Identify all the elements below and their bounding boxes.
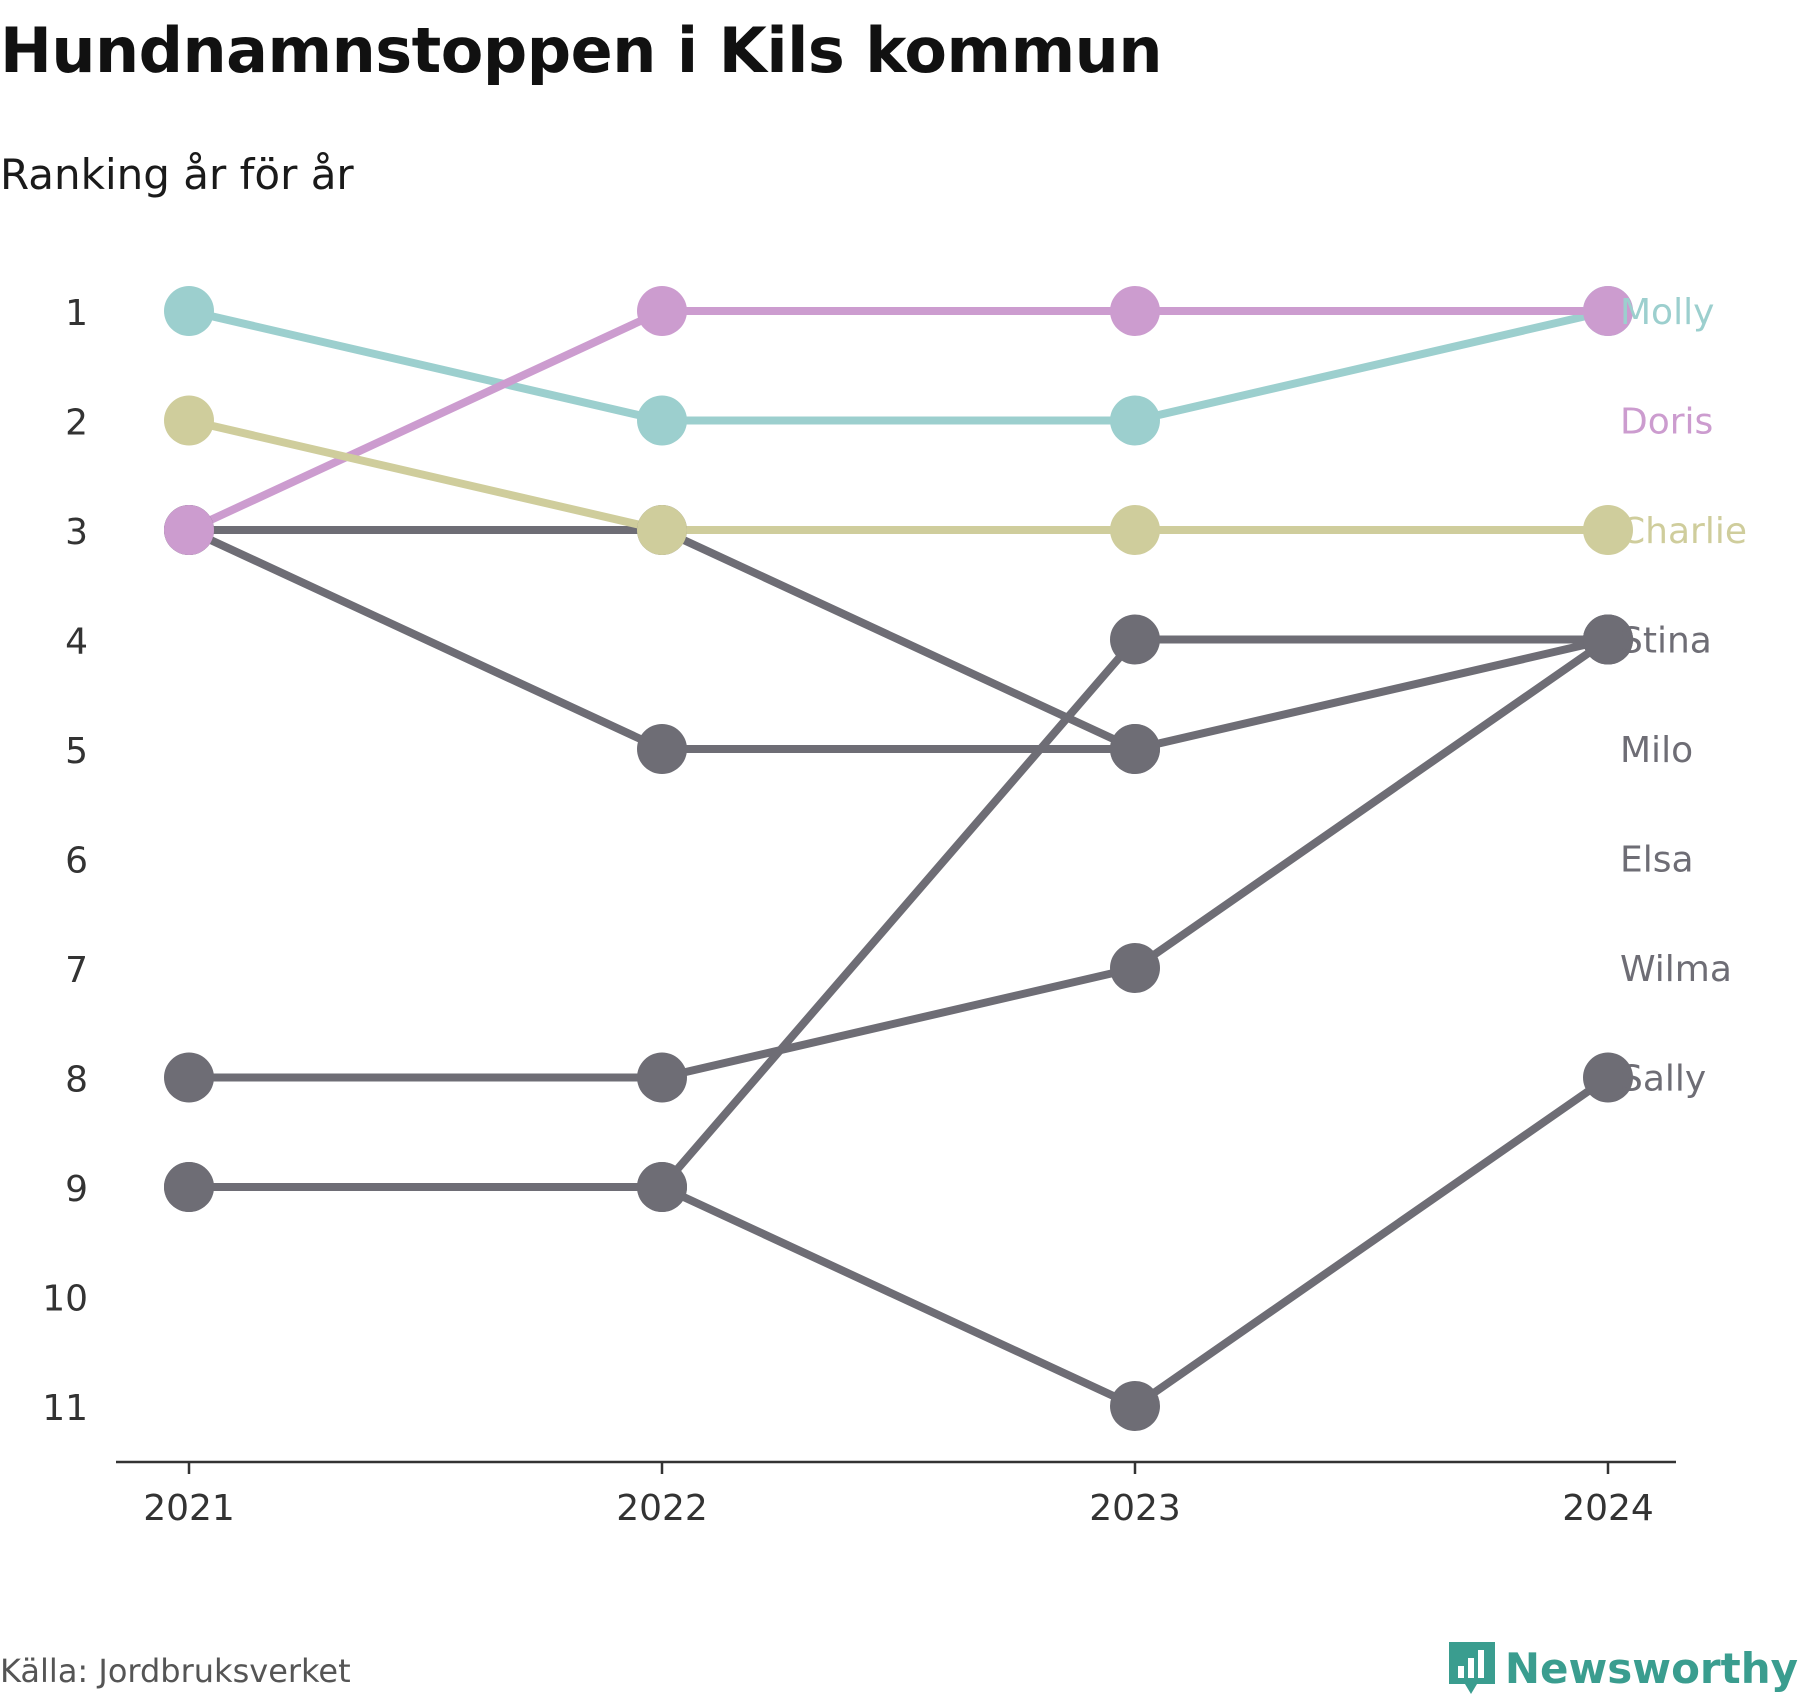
bar-chart-speech-icon bbox=[1448, 1642, 1495, 1694]
y-tick-label: 11 bbox=[42, 1388, 88, 1429]
x-tick-label: 2024 bbox=[1562, 1488, 1654, 1529]
y-tick-label: 5 bbox=[65, 731, 88, 772]
data-point-stina bbox=[1110, 614, 1160, 665]
series-line-sally bbox=[185, 1073, 1612, 1410]
data-point-doris bbox=[164, 505, 214, 555]
series-label-wilma: Wilma bbox=[1620, 949, 1732, 990]
series-label-stina: Stina bbox=[1620, 621, 1712, 662]
x-tick-label: 2022 bbox=[616, 1488, 708, 1529]
series-label-charlie: Charlie bbox=[1620, 511, 1747, 552]
series-line-doris bbox=[185, 307, 1612, 534]
data-point-sally bbox=[164, 1162, 214, 1212]
series-points bbox=[164, 286, 1633, 1431]
data-point-elsa bbox=[1110, 724, 1160, 774]
series-label-molly: Molly bbox=[1620, 292, 1714, 333]
series-label-milo: Milo bbox=[1620, 730, 1693, 771]
series-lines bbox=[185, 307, 1612, 1410]
series-line-stina bbox=[185, 635, 1612, 1191]
source-note: Källa: Jordbruksverket bbox=[0, 1652, 351, 1690]
x-tick-label: 2021 bbox=[143, 1488, 235, 1529]
data-point-charlie bbox=[637, 505, 687, 555]
x-axis: 2021 2022 2023 2024 bbox=[116, 1460, 1676, 1529]
series-line-molly bbox=[185, 307, 1612, 425]
data-point-doris bbox=[637, 286, 687, 336]
series-line-wilma bbox=[185, 635, 1612, 1082]
y-tick-label: 3 bbox=[65, 512, 88, 553]
y-tick-label: 4 bbox=[65, 622, 88, 663]
data-point-sally bbox=[637, 1162, 687, 1212]
series-label-sally: Sally bbox=[1620, 1059, 1706, 1100]
y-tick-label: 10 bbox=[42, 1279, 88, 1320]
data-point-wilma bbox=[637, 1052, 687, 1103]
data-point-charlie bbox=[1583, 505, 1633, 555]
series-line-milo bbox=[185, 526, 1612, 753]
series-line-charlie bbox=[185, 416, 1612, 534]
series-labels: Molly Doris Charlie Stina Milo Elsa Wilma Sally bbox=[1620, 292, 1747, 1100]
data-point-doris bbox=[1110, 286, 1160, 336]
data-point-elsa bbox=[637, 724, 687, 774]
chart-title: Hundnamnstoppen i Kils kommun bbox=[0, 14, 1162, 87]
data-point-molly bbox=[637, 395, 687, 446]
data-point-charlie bbox=[164, 395, 214, 446]
data-point-doris bbox=[1583, 286, 1633, 336]
data-point-sally bbox=[1110, 1381, 1160, 1431]
brand-logo: Newsworthy bbox=[1447, 1640, 1798, 1696]
data-point-wilma bbox=[164, 1052, 214, 1103]
data-point-sally bbox=[1583, 1052, 1633, 1103]
chart-subtitle: Ranking år för år bbox=[0, 150, 354, 199]
bump-chart: 1 2 3 4 5 6 7 8 9 10 11 Molly Doris Charlie Stina Milo… bbox=[42, 286, 1747, 1529]
data-point-charlie bbox=[1110, 505, 1160, 555]
y-tick-label: 7 bbox=[65, 950, 88, 991]
y-tick-label: 8 bbox=[65, 1060, 88, 1101]
data-point-wilma bbox=[1110, 943, 1160, 993]
x-tick-label: 2023 bbox=[1089, 1488, 1181, 1529]
series-label-elsa: Elsa bbox=[1620, 840, 1694, 881]
data-point-molly bbox=[164, 286, 214, 336]
data-point-wilma bbox=[1583, 614, 1633, 665]
y-tick-label: 6 bbox=[65, 841, 88, 882]
series-line-elsa bbox=[185, 526, 1139, 753]
y-axis: 1 2 3 4 5 6 7 8 9 10 11 bbox=[42, 293, 88, 1429]
y-tick-label: 9 bbox=[65, 1169, 88, 1210]
brand-name: Newsworthy bbox=[1504, 1643, 1798, 1693]
y-tick-label: 2 bbox=[65, 403, 88, 444]
y-tick-label: 1 bbox=[65, 293, 88, 334]
data-point-molly bbox=[1110, 395, 1160, 446]
series-label-doris: Doris bbox=[1620, 402, 1713, 443]
